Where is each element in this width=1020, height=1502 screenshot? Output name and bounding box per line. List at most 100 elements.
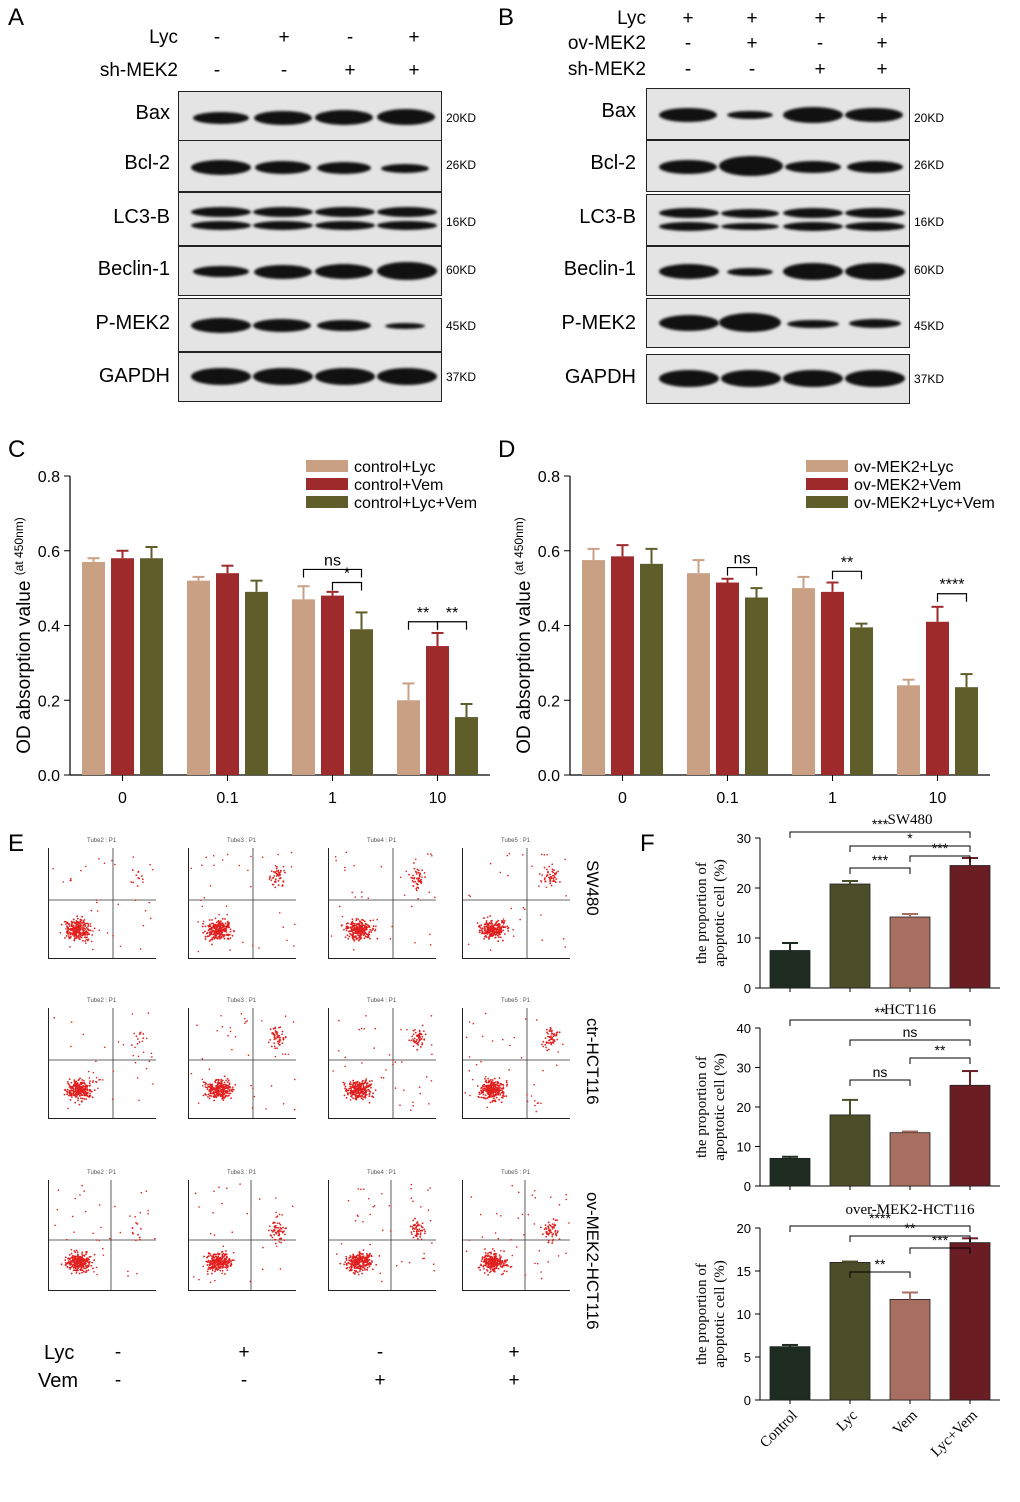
event-dot <box>476 1085 479 1087</box>
event-dot <box>282 1037 285 1039</box>
event-dot <box>544 1037 547 1040</box>
event-dot <box>279 1026 282 1028</box>
event-dot <box>368 1083 371 1086</box>
condition-label-ov-mek2: ov-MEK2 <box>567 33 646 54</box>
event-dot <box>78 929 81 932</box>
kd-label: 16KD <box>914 215 945 229</box>
event-dot <box>275 870 278 872</box>
event-dot <box>207 1095 209 1098</box>
event-dot <box>219 937 222 940</box>
event-dot <box>429 1187 431 1189</box>
event-dot <box>221 917 224 920</box>
event-dot <box>549 1027 552 1030</box>
event-dot <box>80 1100 83 1103</box>
event-dot <box>503 933 506 935</box>
panel-label-e: E <box>8 830 25 857</box>
event-dot <box>221 1267 224 1269</box>
event-dot <box>552 1233 555 1235</box>
legend-swatch <box>806 460 848 472</box>
event-dot <box>485 1262 488 1265</box>
event-dot <box>211 1256 214 1259</box>
scatter-area <box>49 1008 156 1118</box>
event-dot <box>357 918 360 921</box>
event-dot <box>221 1079 224 1082</box>
x-tick-label: 1 <box>328 790 337 807</box>
event-dot <box>75 937 78 939</box>
event-dot <box>362 1188 365 1190</box>
event-dot <box>410 1233 413 1235</box>
event-dot <box>228 1082 231 1085</box>
event-dot <box>420 1225 423 1228</box>
event-dot <box>495 1212 498 1215</box>
event-dot <box>279 874 282 876</box>
event-dot <box>79 1255 82 1258</box>
event-dot <box>194 1192 197 1195</box>
event-dot <box>279 1227 282 1229</box>
event-dot <box>217 1253 220 1256</box>
kd-label: 20KD <box>446 111 477 125</box>
event-dot <box>360 891 363 893</box>
event-dot <box>76 1082 79 1085</box>
event-dot <box>505 1270 508 1273</box>
event-dot <box>416 1228 419 1231</box>
event-dot <box>221 1272 223 1275</box>
event-dot <box>205 1260 208 1263</box>
event-dot <box>369 1252 371 1255</box>
event-dot <box>410 1187 412 1190</box>
event-dot <box>484 923 487 925</box>
event-dot <box>353 925 355 927</box>
event-dot <box>553 875 556 877</box>
event-dot <box>270 1045 273 1048</box>
event-dot <box>276 865 278 868</box>
blot-strip <box>178 140 442 192</box>
event-dot <box>201 864 203 867</box>
event-dot <box>277 875 280 877</box>
sign: + <box>508 1342 520 1363</box>
event-dot <box>411 905 413 908</box>
event-dot <box>367 897 370 899</box>
kd-label: 37KD <box>914 372 945 386</box>
event-dot <box>495 928 498 931</box>
event-dot <box>495 1266 498 1269</box>
event-dot <box>423 871 426 874</box>
event-dot <box>273 875 276 877</box>
event-dot <box>484 929 486 932</box>
event-dot <box>420 1033 423 1036</box>
event-dot <box>490 1086 493 1089</box>
event-dot <box>70 1272 73 1275</box>
event-dot <box>490 1257 493 1260</box>
event-dot <box>277 879 280 882</box>
event-dot <box>198 1278 200 1281</box>
event-dot <box>73 933 75 936</box>
plot-title: Tube5 : P1 <box>501 998 531 1004</box>
event-dot <box>216 929 219 932</box>
event-dot <box>350 1268 352 1270</box>
event-dot <box>207 1093 210 1096</box>
event-dot <box>349 1087 352 1090</box>
event-dot <box>349 1091 352 1094</box>
event-dot <box>499 1261 502 1264</box>
event-dot <box>359 1260 362 1263</box>
event-dot <box>193 1276 195 1278</box>
event-dot <box>66 932 69 935</box>
event-dot <box>208 1068 211 1070</box>
event-dot <box>76 925 79 928</box>
event-dot <box>69 946 71 948</box>
significance-bracket <box>436 621 468 630</box>
event-dot <box>276 1047 278 1050</box>
x-tick-label: Control <box>757 1408 801 1452</box>
event-dot <box>227 924 230 926</box>
event-dot <box>482 1093 485 1096</box>
event-dot <box>380 865 383 868</box>
event-dot <box>227 1261 230 1264</box>
event-dot <box>372 1092 374 1095</box>
event-dot <box>147 1012 150 1014</box>
y-tick-label: 10 <box>737 1140 751 1155</box>
event-dot <box>485 1097 487 1100</box>
event-dot <box>509 1044 511 1047</box>
event-dot <box>497 919 500 922</box>
event-dot <box>334 856 337 858</box>
event-dot <box>488 927 490 929</box>
event-dot <box>85 938 88 941</box>
plot-title: Tube5 : P1 <box>501 838 531 844</box>
